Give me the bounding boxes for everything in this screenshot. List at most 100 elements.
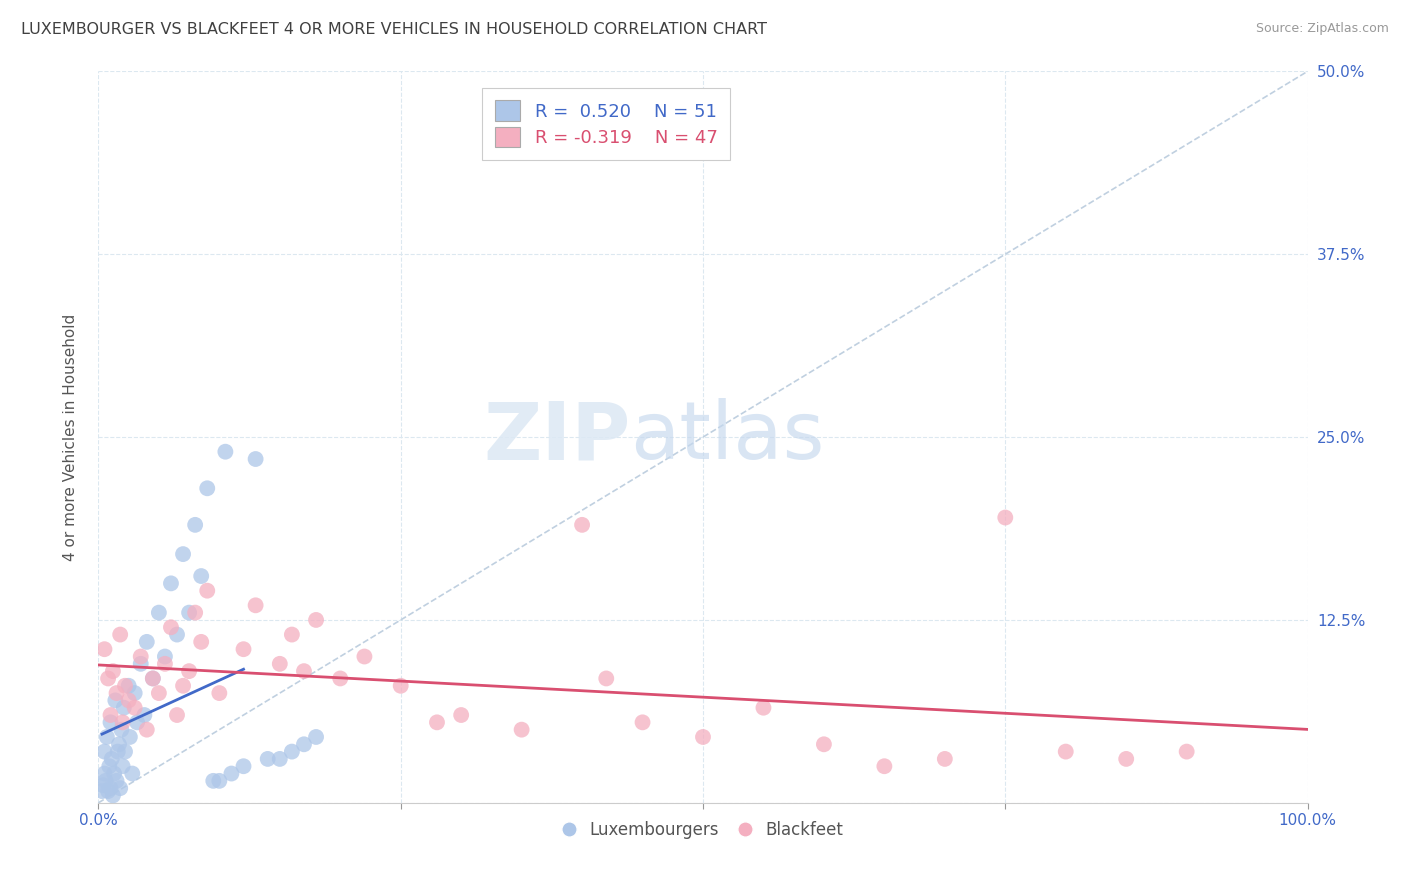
Point bbox=[269, 657, 291, 671]
Point bbox=[232, 642, 254, 657]
Point bbox=[292, 664, 315, 678]
Point bbox=[994, 510, 1017, 524]
Point bbox=[104, 693, 127, 707]
Point bbox=[108, 627, 131, 641]
Point bbox=[353, 649, 375, 664]
Point bbox=[124, 686, 146, 700]
Point bbox=[108, 737, 131, 751]
Text: atlas: atlas bbox=[630, 398, 825, 476]
Point bbox=[108, 781, 131, 796]
Point bbox=[166, 627, 188, 641]
Point bbox=[124, 700, 146, 714]
Point bbox=[96, 730, 118, 744]
Point bbox=[148, 686, 170, 700]
Text: Source: ZipAtlas.com: Source: ZipAtlas.com bbox=[1256, 22, 1389, 36]
Point bbox=[934, 752, 956, 766]
Point bbox=[135, 635, 157, 649]
Point bbox=[105, 773, 128, 788]
Point bbox=[329, 672, 352, 686]
Point bbox=[100, 708, 122, 723]
Point bbox=[202, 773, 225, 788]
Point bbox=[91, 778, 114, 792]
Point bbox=[118, 730, 141, 744]
Point bbox=[631, 715, 654, 730]
Point bbox=[114, 745, 136, 759]
Point bbox=[112, 700, 135, 714]
Point bbox=[153, 657, 176, 671]
Point bbox=[110, 723, 132, 737]
Point bbox=[100, 715, 122, 730]
Point bbox=[93, 766, 115, 780]
Point bbox=[195, 481, 218, 495]
Point bbox=[389, 679, 412, 693]
Point bbox=[134, 708, 156, 723]
Point bbox=[111, 759, 134, 773]
Point bbox=[214, 444, 236, 458]
Text: ZIP: ZIP bbox=[484, 398, 630, 476]
Y-axis label: 4 or more Vehicles in Household: 4 or more Vehicles in Household bbox=[63, 313, 77, 561]
Point bbox=[1054, 745, 1077, 759]
Point bbox=[692, 730, 714, 744]
Point bbox=[1115, 752, 1137, 766]
Point bbox=[101, 789, 124, 803]
Point bbox=[105, 686, 128, 700]
Point bbox=[118, 679, 141, 693]
Point bbox=[172, 547, 194, 561]
Point bbox=[94, 773, 117, 788]
Point bbox=[97, 672, 120, 686]
Point bbox=[269, 752, 291, 766]
Point bbox=[103, 766, 125, 780]
Point bbox=[232, 759, 254, 773]
Point bbox=[153, 649, 176, 664]
Point bbox=[571, 517, 593, 532]
Point bbox=[190, 635, 212, 649]
Point bbox=[752, 700, 775, 714]
Point bbox=[256, 752, 278, 766]
Point bbox=[114, 679, 136, 693]
Point bbox=[107, 745, 129, 759]
Point bbox=[121, 766, 143, 780]
Point bbox=[142, 672, 165, 686]
Point bbox=[1175, 745, 1198, 759]
Point bbox=[93, 642, 115, 657]
Point bbox=[111, 715, 134, 730]
Text: LUXEMBOURGER VS BLACKFEET 4 OR MORE VEHICLES IN HOUSEHOLD CORRELATION CHART: LUXEMBOURGER VS BLACKFEET 4 OR MORE VEHI… bbox=[21, 22, 768, 37]
Point bbox=[281, 745, 304, 759]
Point bbox=[160, 620, 183, 634]
Point bbox=[245, 599, 267, 613]
Point bbox=[873, 759, 896, 773]
Point bbox=[100, 781, 122, 796]
Point bbox=[184, 517, 207, 532]
Point bbox=[195, 583, 218, 598]
Point bbox=[172, 679, 194, 693]
Point bbox=[221, 766, 243, 780]
Point bbox=[129, 657, 152, 671]
Point bbox=[305, 613, 328, 627]
Point bbox=[245, 452, 267, 467]
Point bbox=[450, 708, 472, 723]
Point bbox=[208, 686, 231, 700]
Point bbox=[91, 784, 114, 798]
Point bbox=[179, 664, 201, 678]
Point bbox=[129, 649, 152, 664]
Point bbox=[97, 784, 120, 798]
Point bbox=[101, 664, 124, 678]
Point bbox=[179, 606, 201, 620]
Point bbox=[813, 737, 835, 751]
Point bbox=[595, 672, 617, 686]
Point bbox=[118, 693, 141, 707]
Point bbox=[93, 745, 115, 759]
Point bbox=[281, 627, 304, 641]
Point bbox=[166, 708, 188, 723]
Point bbox=[127, 715, 149, 730]
Point bbox=[305, 730, 328, 744]
Point bbox=[98, 759, 121, 773]
Point bbox=[148, 606, 170, 620]
Point bbox=[510, 723, 533, 737]
Point bbox=[190, 569, 212, 583]
Point bbox=[292, 737, 315, 751]
Point bbox=[135, 723, 157, 737]
Legend: Luxembourgers, Blackfeet: Luxembourgers, Blackfeet bbox=[555, 814, 851, 846]
Point bbox=[100, 752, 122, 766]
Point bbox=[142, 672, 165, 686]
